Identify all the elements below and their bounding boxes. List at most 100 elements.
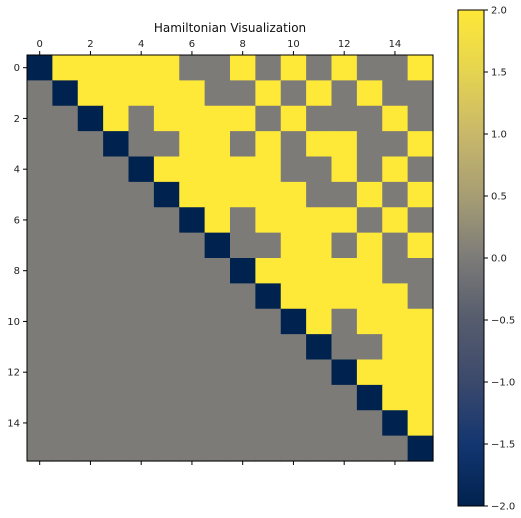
heatmap-cell-r3-c0 — [27, 131, 53, 158]
heatmap-cell-r15-c15 — [407, 435, 434, 462]
heatmap-cell-r6-c13 — [356, 207, 383, 234]
heatmap-cell-r13-c10 — [280, 384, 307, 411]
heatmap-cell-r12-c15 — [407, 359, 434, 386]
heatmap-cell-r8-c11 — [306, 258, 333, 284]
heatmap-cell-r11-c11 — [306, 334, 333, 361]
heatmap-cell-r4-c15 — [407, 156, 434, 183]
heatmap-cell-r5-c2 — [77, 181, 104, 208]
x-tick-label-14: 14 — [389, 39, 402, 50]
heatmap-cell-r1-c6 — [179, 80, 206, 107]
heatmap-cell-r2-c0 — [27, 105, 53, 132]
heatmap-cell-r14-c6 — [179, 410, 206, 437]
heatmap-cell-r11-c15 — [407, 334, 434, 361]
heatmap-cell-r3-c10 — [280, 131, 307, 158]
heatmap-cell-r15-c14 — [382, 435, 409, 462]
heatmap-cell-r10-c9 — [255, 308, 282, 335]
heatmap-cell-r13-c3 — [103, 384, 130, 411]
heatmap-cell-r6-c5 — [153, 207, 180, 234]
y-tick-label-14: 14 — [7, 418, 20, 429]
heatmap-cell-r7-c11 — [306, 232, 333, 259]
heatmap-cell-r10-c8 — [230, 308, 256, 335]
heatmap-cell-r3-c3 — [103, 131, 130, 158]
heatmap-cell-r4-c9 — [255, 156, 282, 183]
heatmap-cell-r7-c2 — [77, 232, 104, 259]
heatmap-cell-r1-c0 — [27, 80, 53, 107]
heatmap-cell-r5-c7 — [204, 181, 231, 208]
colorbar — [457, 9, 485, 507]
heatmap-cell-r8-c5 — [153, 258, 180, 284]
heatmap-cell-r15-c8 — [230, 435, 256, 462]
heatmap-cell-r7-c7 — [204, 232, 231, 259]
heatmap-cell-r9-c14 — [382, 283, 409, 310]
heatmap-cell-r10-c11 — [306, 308, 333, 335]
heatmap-cell-r0-c11 — [306, 55, 333, 81]
heatmap-cell-r6-c12 — [331, 207, 358, 234]
heatmap-cell-r4-c1 — [52, 156, 79, 183]
heatmap-cell-r14-c12 — [331, 410, 358, 437]
heatmap-cell-r0-c13 — [356, 55, 383, 81]
heatmap-cell-r0-c8 — [230, 55, 256, 81]
heatmap-cell-r13-c2 — [77, 384, 104, 411]
heatmap-cell-r11-c6 — [179, 334, 206, 361]
heatmap-cell-r12-c11 — [306, 359, 333, 386]
heatmap-cell-r2-c15 — [407, 105, 434, 132]
x-tick-label-12: 12 — [338, 39, 351, 50]
heatmap-cell-r12-c3 — [103, 359, 130, 386]
y-axis-ticks: 0 2 4 6 8 10 12 14 — [7, 63, 27, 429]
heatmap-cell-r14-c7 — [204, 410, 231, 437]
heatmap-cell-r14-c14 — [382, 410, 409, 437]
heatmap-cell-r0-c10 — [280, 55, 307, 81]
heatmap-cell-r3-c6 — [179, 131, 206, 158]
heatmap-cell-r1-c8 — [230, 80, 256, 107]
colorbar-tick-label-1: 1.5 — [491, 68, 507, 79]
heatmap-cell-r11-c5 — [153, 334, 180, 361]
heatmap-cell-r2-c13 — [356, 105, 383, 132]
heatmap-cell-r12-c4 — [128, 359, 155, 386]
heatmap-cell-r6-c6 — [179, 207, 206, 234]
heatmap-cell-r12-c13 — [356, 359, 383, 386]
heatmap-cell-r10-c4 — [128, 308, 155, 335]
heatmap-cell-r13-c1 — [52, 384, 79, 411]
heatmap-cell-r15-c0 — [27, 435, 53, 462]
colorbar-tick-label-3: 0.5 — [491, 192, 507, 203]
heatmap-cell-r3-c7 — [204, 131, 231, 158]
heatmap-cell-r12-c0 — [27, 359, 53, 386]
heatmap-cell-r14-c4 — [128, 410, 155, 437]
heatmap-cell-r5-c13 — [356, 181, 383, 208]
heatmap-cell-r7-c6 — [179, 232, 206, 259]
heatmap-cell-r8-c10 — [280, 258, 307, 284]
heatmap-cell-r13-c4 — [128, 384, 155, 411]
heatmap-cell-r9-c13 — [356, 283, 383, 310]
heatmap-cell-r9-c10 — [280, 283, 307, 310]
heatmap-cell-r7-c14 — [382, 232, 409, 259]
heatmap-cell-r4-c10 — [280, 156, 307, 183]
heatmap-cell-r12-c5 — [153, 359, 180, 386]
heatmap-cell-r5-c8 — [230, 181, 256, 208]
y-tick-label-4: 4 — [14, 165, 20, 176]
heatmap-cell-r3-c4 — [128, 131, 155, 158]
heatmap-cell-r15-c3 — [103, 435, 130, 462]
heatmap-cell-r5-c3 — [103, 181, 130, 208]
heatmap-cell-r8-c3 — [103, 258, 130, 284]
x-tick-label-4: 4 — [138, 39, 144, 50]
heatmap-cell-r11-c4 — [128, 334, 155, 361]
heatmap-cell-r14-c1 — [52, 410, 79, 437]
heatmap-cell-r8-c2 — [77, 258, 104, 284]
heatmap-cell-r1-c12 — [331, 80, 358, 107]
heatmap-cell-r10-c12 — [331, 308, 358, 335]
heatmap-cells — [27, 55, 434, 462]
colorbar-tick-label-7: −1.5 — [491, 440, 515, 451]
heatmap-cell-r11-c9 — [255, 334, 282, 361]
heatmap-cell-r4-c0 — [27, 156, 53, 183]
x-tick-label-2: 2 — [87, 39, 93, 50]
heatmap-cell-r12-c14 — [382, 359, 409, 386]
heatmap-cell-r10-c13 — [356, 308, 383, 335]
y-tick-label-0: 0 — [14, 63, 20, 74]
heatmap-cell-r6-c15 — [407, 207, 434, 234]
heatmap-cell-r4-c2 — [77, 156, 104, 183]
heatmap-cell-r5-c0 — [27, 181, 53, 208]
heatmap-cell-r6-c14 — [382, 207, 409, 234]
heatmap-cell-r13-c11 — [306, 384, 333, 411]
heatmap-cell-r15-c9 — [255, 435, 282, 462]
heatmap-cell-r0-c6 — [179, 55, 206, 81]
